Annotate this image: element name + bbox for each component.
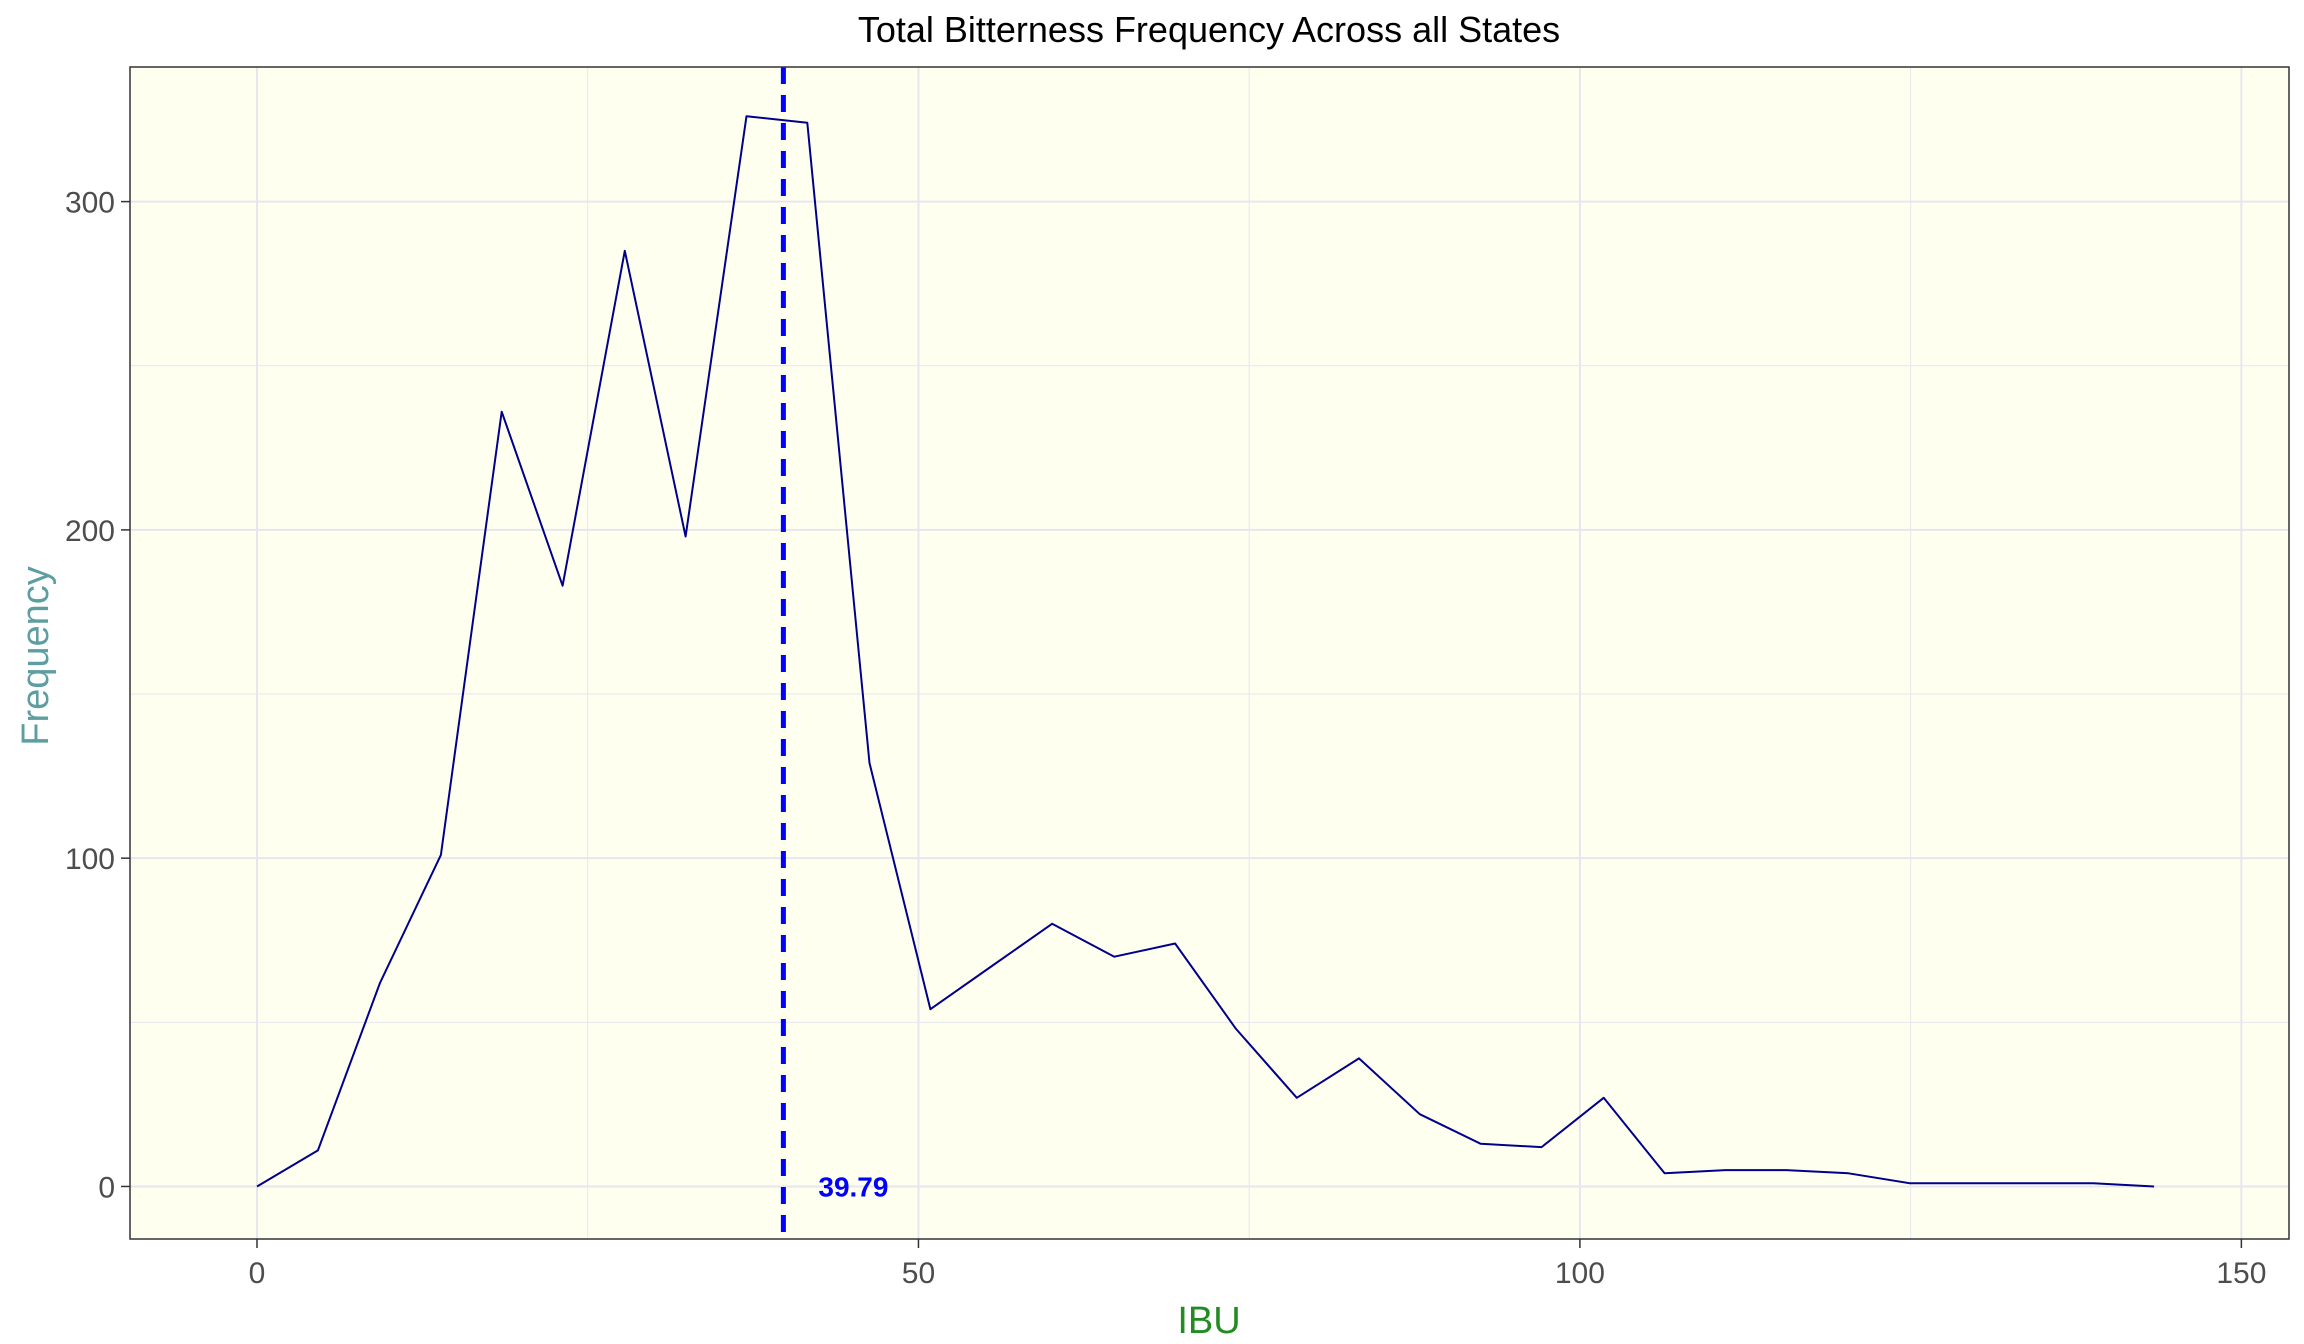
data-point [440, 854, 441, 855]
series-layer [256, 115, 2155, 1188]
data-point [1786, 1170, 1787, 1171]
y-tick-label: 100 [65, 843, 115, 876]
plot-panel [130, 67, 2289, 1239]
data-point [1970, 1183, 1971, 1184]
data-point [2154, 1186, 2155, 1187]
data-point [869, 762, 870, 763]
mean-line-layer: 39.79 [780, 67, 888, 1239]
x-tick-label: 150 [2216, 1257, 2266, 1290]
data-point [1052, 923, 1053, 924]
chart-title: Total Bitterness Frequency Across all St… [858, 9, 1560, 50]
x-axis-title: IBU [1177, 1300, 1240, 1342]
data-point [1664, 1173, 1665, 1174]
data-point [1848, 1173, 1849, 1174]
data-point [1603, 1097, 1604, 1098]
data-point [624, 250, 625, 251]
data-point [2031, 1183, 2032, 1184]
x-tick-label: 100 [1555, 1257, 1605, 1290]
x-tick-label: 50 [902, 1257, 935, 1290]
data-point [380, 982, 381, 983]
data-point [501, 411, 502, 412]
data-point [1235, 1028, 1236, 1029]
grid-lines [130, 67, 2289, 1239]
data-point [807, 122, 808, 123]
data-point [1541, 1147, 1542, 1148]
data-point [930, 1009, 931, 1010]
data-point [317, 1150, 318, 1151]
data-point [991, 966, 992, 967]
data-point [257, 1186, 258, 1187]
data-point [1725, 1170, 1726, 1171]
plot-panel-border [129, 66, 2290, 1240]
series-line [256, 115, 2155, 1188]
data-point [746, 116, 747, 117]
y-tick-label: 300 [65, 187, 115, 220]
data-point [1358, 1058, 1359, 1059]
x-tick-label: 0 [249, 1257, 266, 1290]
data-point [1419, 1114, 1420, 1115]
y-axis-title: Frequency [15, 566, 57, 746]
data-point [2093, 1183, 2094, 1184]
data-point [1114, 956, 1115, 957]
axis-ticks: 0 50 100 150 0 100 200 300 [65, 187, 2266, 1290]
mean-line-label: 39.79 [818, 1171, 888, 1202]
data-point [562, 585, 563, 586]
data-point [1909, 1183, 1910, 1184]
data-point [1480, 1143, 1481, 1144]
y-tick-label: 0 [98, 1171, 115, 1204]
data-point [1175, 943, 1176, 944]
data-point [685, 536, 686, 537]
y-tick-label: 200 [65, 515, 115, 548]
data-point [1296, 1097, 1297, 1098]
